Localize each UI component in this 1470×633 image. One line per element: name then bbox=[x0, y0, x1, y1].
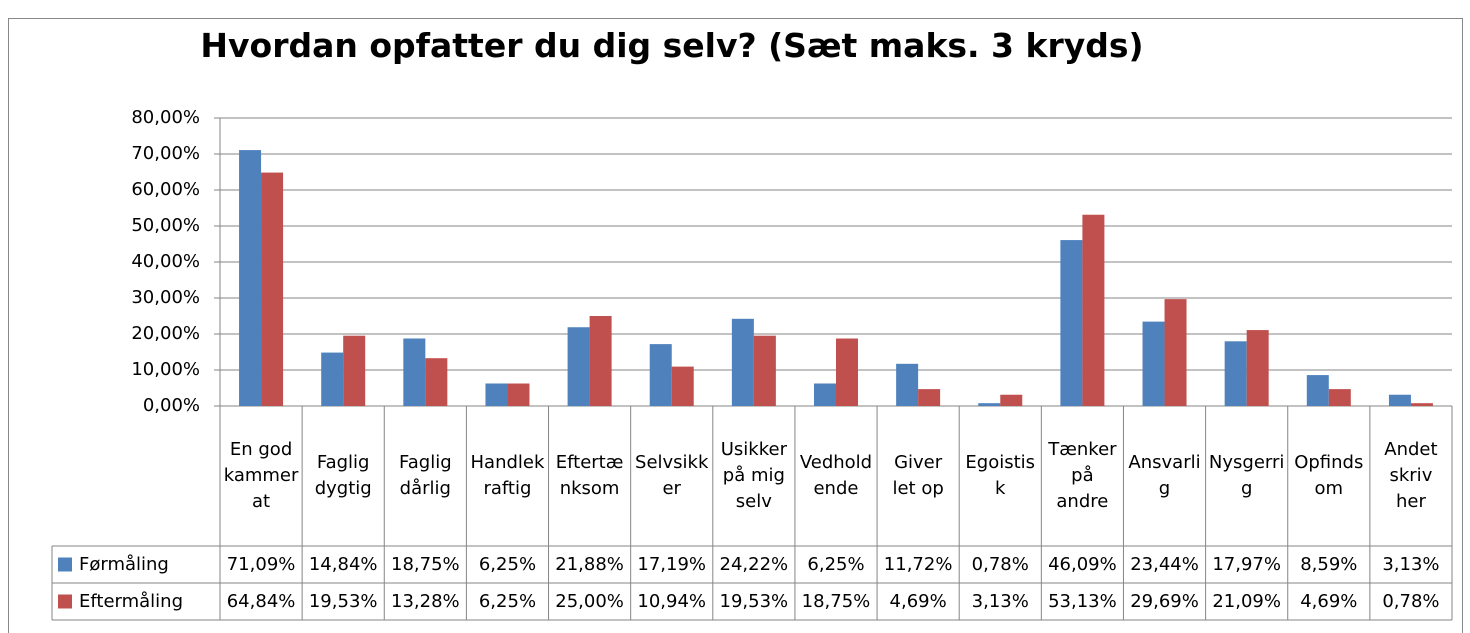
table-value: 64,84% bbox=[226, 590, 296, 612]
table-value: 21,88% bbox=[555, 553, 624, 575]
bar bbox=[567, 327, 590, 406]
category-label: Selvsikker bbox=[635, 452, 709, 499]
y-tick-label: 80,00% bbox=[131, 107, 200, 128]
table-value: 29,69% bbox=[1130, 590, 1199, 612]
category-label: Usikker på mig selv bbox=[720, 439, 787, 512]
table-value: 13,28% bbox=[391, 590, 460, 612]
table-value: 10,94% bbox=[637, 590, 707, 612]
table-value: 53,13% bbox=[1048, 590, 1117, 612]
table-value: 71,09% bbox=[226, 553, 296, 575]
table-value: 3,13% bbox=[1382, 553, 1440, 575]
category-label: En god kammerat bbox=[223, 439, 299, 512]
bar bbox=[321, 352, 344, 406]
table-value: 4,69% bbox=[1300, 590, 1358, 612]
table-value: 14,84% bbox=[308, 553, 378, 575]
bar bbox=[1328, 389, 1351, 406]
category-label: Nysgerrig bbox=[1208, 452, 1285, 499]
bar bbox=[507, 383, 530, 406]
bar bbox=[1000, 394, 1023, 406]
bar bbox=[485, 383, 508, 406]
category-label: Giver let op bbox=[892, 452, 944, 499]
table-value: 17,97% bbox=[1212, 553, 1281, 575]
bar bbox=[1410, 403, 1433, 406]
category-label: Andet skriv her bbox=[1384, 439, 1438, 512]
table-value: 23,44% bbox=[1130, 553, 1199, 575]
category-label: Tænker på andre bbox=[1048, 439, 1117, 512]
y-tick-label: 60,00% bbox=[131, 179, 200, 200]
bar bbox=[589, 316, 612, 406]
table-value: 46,09% bbox=[1048, 553, 1117, 575]
bar bbox=[1164, 299, 1187, 406]
table-value: 18,75% bbox=[801, 590, 871, 612]
table-value: 24,22% bbox=[719, 553, 789, 575]
bar bbox=[343, 335, 366, 406]
chart-border bbox=[8, 18, 1463, 633]
y-tick-label: 0,00% bbox=[142, 395, 200, 416]
bar bbox=[239, 150, 262, 406]
bar bbox=[1224, 341, 1247, 406]
y-tick-label: 40,00% bbox=[131, 251, 200, 272]
category-label: Opfindsom bbox=[1294, 452, 1364, 499]
table-value: 18,75% bbox=[391, 553, 460, 575]
y-tick-label: 70,00% bbox=[131, 143, 200, 164]
table-value: 19,53% bbox=[719, 590, 789, 612]
bar bbox=[1060, 240, 1083, 406]
table-value: 6,25% bbox=[478, 590, 537, 612]
bar bbox=[978, 403, 1001, 406]
bar bbox=[836, 338, 858, 406]
category-label: Egoistisk bbox=[965, 452, 1036, 499]
bar bbox=[753, 335, 776, 406]
table-value: 6,25% bbox=[807, 553, 865, 575]
y-tick-label: 20,00% bbox=[131, 323, 200, 344]
category-label: Handlekraftig bbox=[470, 452, 545, 499]
bar bbox=[1388, 394, 1411, 406]
bar bbox=[1246, 330, 1269, 406]
y-tick-label: 10,00% bbox=[131, 359, 200, 380]
category-label: Faglig dygtig bbox=[314, 452, 372, 499]
bar bbox=[1082, 214, 1105, 406]
table-value: 19,53% bbox=[308, 590, 378, 612]
bar bbox=[403, 338, 426, 406]
category-label: Faglig dårlig bbox=[399, 452, 452, 499]
bar bbox=[896, 363, 919, 406]
category-label: Eftertænksom bbox=[555, 452, 624, 499]
category-label: Ansvarlig bbox=[1128, 452, 1201, 499]
bar bbox=[425, 358, 448, 406]
legend-key bbox=[58, 594, 72, 609]
y-tick-label: 30,00% bbox=[131, 287, 200, 308]
bar bbox=[1142, 321, 1165, 406]
bar bbox=[918, 389, 941, 406]
bar bbox=[649, 344, 672, 406]
legend-label: Eftermåling bbox=[79, 590, 184, 612]
table-value: 25,00% bbox=[555, 590, 624, 612]
table-value: 0,78% bbox=[971, 553, 1029, 575]
legend-key bbox=[58, 557, 72, 572]
category-label: Vedholdende bbox=[799, 452, 873, 499]
chart-title: Hvordan opfatter du dig selv? (Sæt maks.… bbox=[200, 26, 1144, 65]
legend-label: Førmåling bbox=[79, 553, 169, 575]
bar bbox=[1306, 375, 1329, 406]
table-value: 4,69% bbox=[889, 590, 947, 612]
bar bbox=[671, 366, 694, 406]
table-value: 21,09% bbox=[1212, 590, 1281, 612]
bar bbox=[814, 383, 836, 406]
bar bbox=[731, 318, 754, 406]
table-value: 6,25% bbox=[478, 553, 537, 575]
table-value: 0,78% bbox=[1382, 590, 1440, 612]
table-value: 17,19% bbox=[637, 553, 707, 575]
table-value: 8,59% bbox=[1300, 553, 1358, 575]
y-tick-label: 50,00% bbox=[131, 215, 200, 236]
table-value: 3,13% bbox=[971, 590, 1029, 612]
table-value: 11,72% bbox=[883, 553, 953, 575]
bar bbox=[261, 172, 284, 406]
